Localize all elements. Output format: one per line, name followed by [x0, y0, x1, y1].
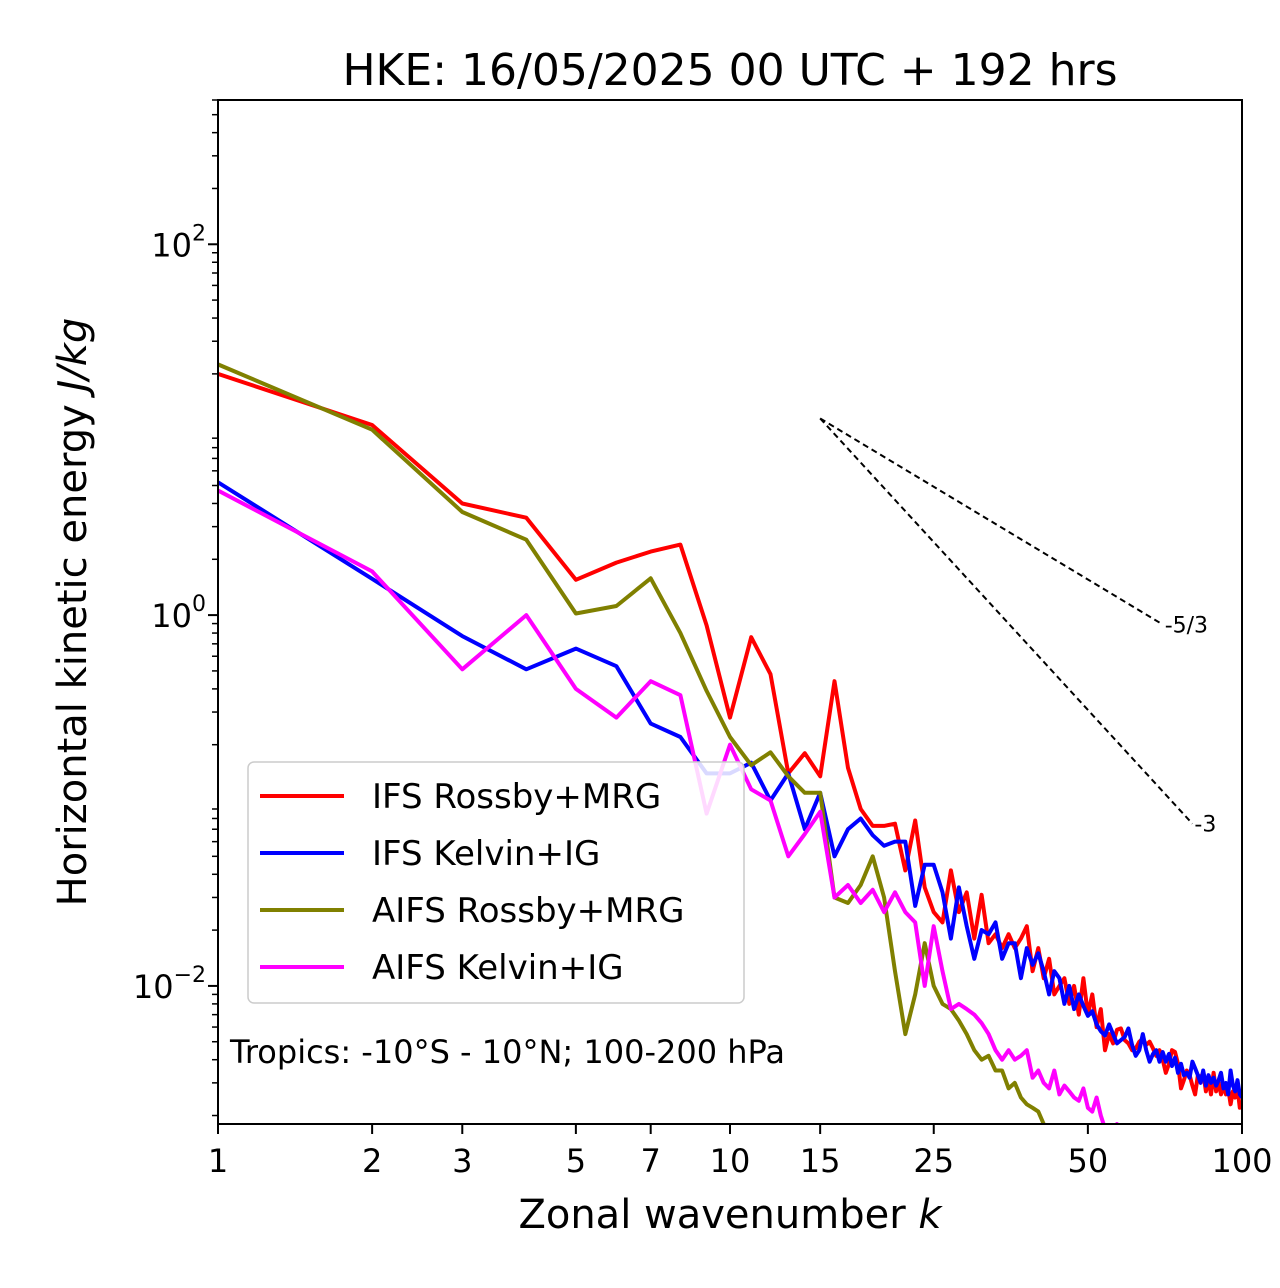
legend-label: AIFS Rossby+MRG — [372, 891, 684, 931]
x-tick-label: 3 — [452, 1142, 472, 1180]
x-tick-label: 1 — [208, 1142, 228, 1180]
legend-label: IFS Kelvin+IG — [372, 834, 600, 874]
x-tick-label: 7 — [641, 1142, 661, 1180]
legend-label: AIFS Kelvin+IG — [372, 948, 624, 988]
y-axis-label: Horizontal kinetic energy J/kg — [50, 318, 96, 907]
x-tick-label: 100 — [1211, 1142, 1272, 1180]
y-tick-label: 100 — [151, 592, 206, 635]
legend-label: IFS Rossby+MRG — [372, 777, 661, 817]
x-tick-label: 25 — [913, 1142, 954, 1180]
reference-slope-label: -3 — [1194, 813, 1216, 838]
series-line-aifs-rossby-mrg — [218, 362, 1047, 1124]
y-axis-ticks: 10−2 100 102 — [133, 99, 218, 1117]
reference-slope-line — [819, 417, 1194, 825]
x-tick-label: 50 — [1068, 1142, 1109, 1180]
x-tick-label: 5 — [566, 1142, 586, 1180]
plot-frame — [217, 99, 1243, 1125]
chart-title: HKE: 16/05/2025 00 UTC + 192 hrs — [342, 45, 1117, 96]
x-tick-label: 10 — [710, 1142, 751, 1180]
x-axis-ticks: 1 2 3 5 7 10 15 25 50 100 — [208, 1124, 1273, 1180]
region-annotation: Tropics: -10°S - 10°N; 100-200 hPa — [229, 1033, 785, 1071]
x-tick-label: 15 — [800, 1142, 841, 1180]
series-line-ifs-kelvin-ig — [218, 480, 1242, 1099]
x-axis-label: Zonal wavenumber k — [518, 1192, 943, 1238]
legend-box — [247, 761, 745, 1004]
reference-slopes: -5/3 -3 — [819, 417, 1216, 838]
y-tick-label: 10−2 — [133, 963, 206, 1006]
reference-slope-label: -5/3 — [1165, 613, 1208, 638]
reference-slope-line — [819, 417, 1164, 626]
x-tick-label: 2 — [362, 1142, 382, 1180]
legend: IFS Rossby+MRG IFS Kelvin+IG AIFS Rossby+M… — [247, 761, 745, 1004]
y-tick-label: 102 — [151, 221, 206, 264]
